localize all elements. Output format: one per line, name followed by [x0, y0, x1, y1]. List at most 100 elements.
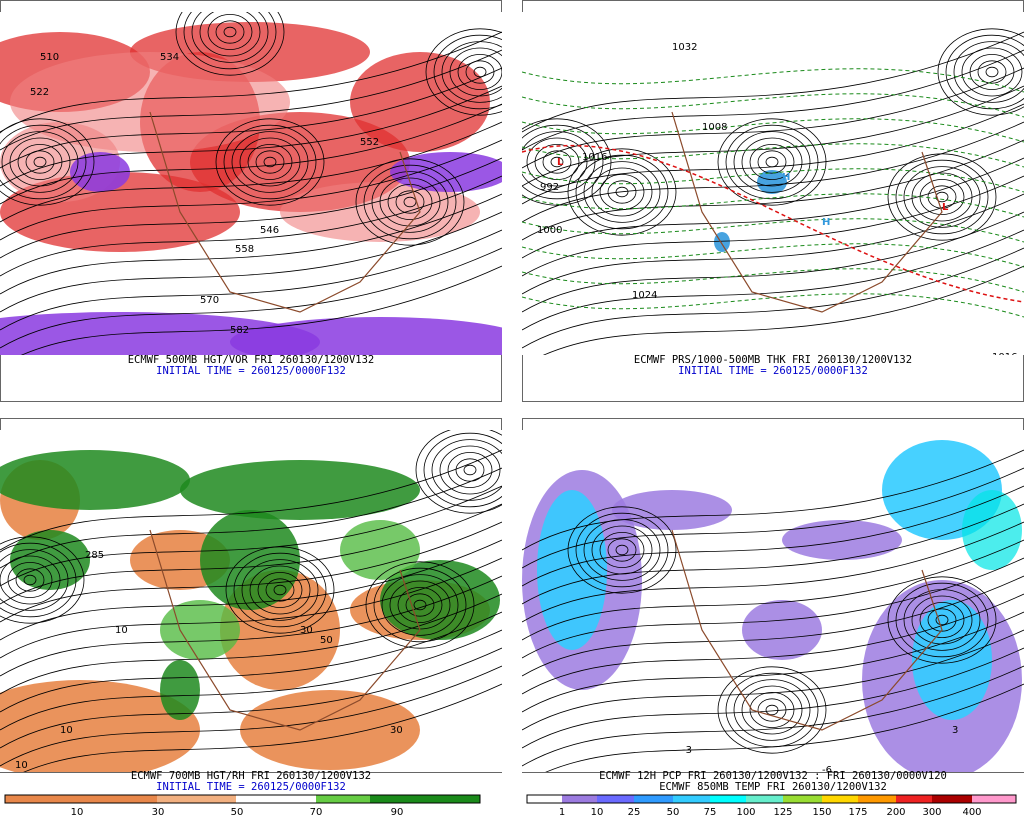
contour	[381, 574, 459, 636]
colorbar-segment	[746, 795, 783, 803]
colorbar-label: 400	[962, 807, 981, 818]
contour	[0, 542, 77, 618]
contour	[373, 567, 467, 643]
contour	[522, 665, 1024, 767]
colorbar-label: 175	[848, 807, 867, 818]
contour	[935, 614, 949, 626]
colorbar-segment	[858, 795, 896, 803]
contour-label: 50	[320, 635, 333, 646]
contour	[522, 503, 1024, 605]
contour	[405, 593, 435, 617]
contour	[249, 565, 311, 615]
contour	[757, 150, 787, 174]
contour	[0, 103, 502, 205]
contour	[415, 430, 502, 514]
contour	[522, 193, 1024, 295]
contour-label: 30	[390, 725, 403, 736]
contour	[0, 536, 85, 624]
contour-label: 1016	[992, 352, 1017, 363]
contour	[455, 458, 485, 482]
contour	[191, 12, 269, 63]
contour	[395, 190, 425, 214]
contour	[463, 464, 477, 476]
contour	[397, 587, 443, 624]
contour	[911, 172, 973, 222]
contour	[431, 439, 502, 501]
contour	[567, 148, 677, 236]
contour	[583, 519, 661, 581]
shaded-field	[962, 490, 1022, 570]
caption: ECMWF 700MB HGT/RH FRI 260130/1200V132	[131, 770, 371, 782]
contour	[522, 647, 1024, 749]
contour	[725, 672, 819, 748]
coastline	[671, 529, 943, 731]
colorbar-segment	[634, 795, 673, 803]
panel: 285 10 10 30 50 10 30 ECMWF 700MB HGT/RH FRI 26…	[0, 418, 502, 793]
contour	[0, 118, 95, 206]
contour	[522, 485, 1024, 587]
contour	[522, 467, 1024, 569]
contour	[241, 559, 319, 621]
contour-label: H	[782, 172, 790, 183]
thickness-contour	[522, 144, 1024, 303]
contour	[33, 156, 47, 168]
contour	[413, 599, 427, 611]
contour	[895, 582, 989, 658]
contour	[465, 60, 495, 84]
contour	[927, 608, 957, 632]
colorbar-label: 125	[773, 807, 792, 818]
contour	[895, 159, 989, 235]
contour	[599, 532, 645, 569]
contour	[207, 13, 253, 51]
panel: -3 -6 3 ECMWF 12H PCP FRI 260130/1200V132 :…	[522, 418, 1024, 793]
caption: ECMWF PRS/1000-500MB THK FRI 260130/1200…	[634, 354, 912, 366]
contour	[0, 247, 502, 349]
map: 534 522 552 546 558 570 582 510	[0, 12, 502, 355]
contour	[0, 121, 502, 223]
contour-label: 1024	[632, 290, 657, 301]
contour	[439, 445, 501, 495]
contour-label: 1016	[582, 152, 607, 163]
colorbar-segment	[527, 795, 562, 803]
contour	[522, 575, 1024, 677]
contour	[591, 525, 653, 575]
contour	[0, 449, 502, 551]
contour	[522, 229, 1024, 331]
contour	[231, 131, 309, 193]
contour	[183, 12, 277, 70]
caption: INITIAL TIME = 260125/0000F132	[156, 781, 346, 793]
contour-label: 1008	[702, 122, 727, 133]
colorbar-segment	[710, 795, 746, 803]
contour	[0, 157, 502, 259]
contour	[591, 167, 653, 217]
contour-label: 1000	[537, 225, 562, 236]
shaded-field	[912, 600, 992, 720]
shaded-field	[230, 317, 502, 355]
contour	[371, 171, 449, 233]
shaded-field	[70, 152, 130, 192]
contour	[449, 47, 502, 97]
contour	[887, 576, 997, 664]
contour	[757, 698, 787, 722]
colorbar-segment	[972, 795, 1016, 803]
shaded-field	[612, 490, 732, 530]
contour	[0, 467, 502, 569]
colorbar-label: 50	[667, 807, 680, 818]
colorbar-segment	[597, 795, 634, 803]
colorbar-label: 50	[231, 807, 244, 818]
contour	[522, 103, 1024, 205]
shaded-field	[200, 510, 300, 610]
contour	[0, 557, 502, 659]
colorbar-segment	[157, 795, 236, 803]
colorbar-label: 30	[152, 807, 165, 818]
contour	[575, 154, 669, 230]
contour	[583, 161, 661, 223]
contour	[257, 572, 303, 609]
contour	[0, 124, 87, 200]
colorbar-segment	[316, 795, 370, 803]
contour-label: 10	[115, 625, 128, 636]
contour-label: -6	[822, 765, 832, 776]
thickness-contour	[522, 143, 1024, 168]
contour	[522, 629, 1024, 731]
shaded-field	[180, 460, 420, 520]
